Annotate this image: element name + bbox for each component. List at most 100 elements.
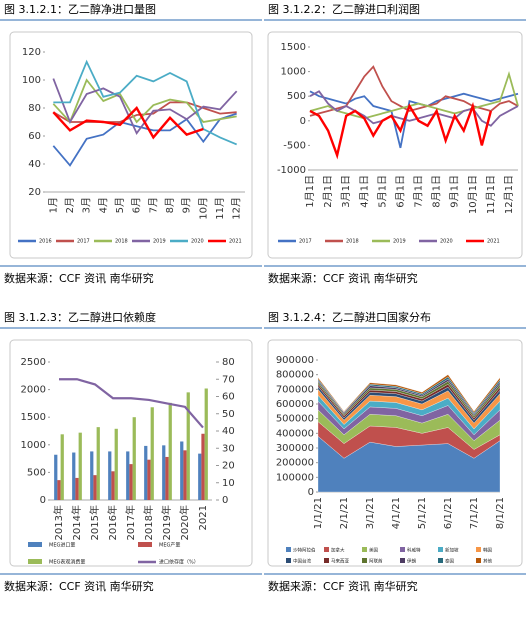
y-tick-label: 200000 — [276, 458, 314, 469]
legend-label: MEG表观消费量 — [49, 559, 85, 566]
x-tick-label: 2015年 — [88, 505, 101, 540]
bar — [75, 477, 79, 500]
y-tick-label: 2500 — [21, 357, 46, 368]
bar — [72, 452, 76, 500]
bar — [78, 432, 82, 500]
figure-caption: 图 3.1.2.3：乙二醇进口依赖度 — [4, 310, 156, 324]
series-line — [309, 90, 519, 127]
bar — [180, 441, 184, 500]
y2-tick-label: 40 — [222, 426, 235, 437]
legend-label: 阿联酋 — [369, 558, 383, 565]
legend-label: 伊朗 — [407, 558, 416, 565]
bar — [168, 402, 172, 500]
x-tick-label: 7/1/21 — [469, 497, 480, 529]
x-tick-label: 1月 — [47, 197, 59, 213]
x-tick-label: 10月1日 — [467, 175, 479, 214]
legend-swatch — [476, 547, 481, 552]
series-line — [53, 59, 238, 146]
bar — [114, 428, 118, 500]
bar — [54, 454, 58, 500]
series-line — [309, 71, 519, 120]
x-tick-label: 4月 — [97, 197, 109, 213]
x-tick-label: 2013年 — [52, 505, 65, 540]
legend-swatch — [362, 547, 367, 552]
x-tick-label: 2017年 — [124, 505, 137, 540]
x-tick-label: 2019年 — [160, 505, 173, 540]
bar — [204, 388, 208, 500]
legend-swatch — [286, 558, 291, 563]
bar — [147, 459, 151, 500]
legend-swatch — [362, 558, 367, 563]
y-tick-label: 1000 — [281, 67, 306, 78]
legend-swatch — [476, 558, 481, 563]
y2-tick-label: 60 — [222, 392, 235, 403]
y2-tick-label: 0 — [222, 495, 228, 506]
bar — [60, 434, 64, 500]
series-line — [52, 78, 237, 124]
y2-tick-label: 20 — [222, 461, 235, 472]
x-tick-label: 10月 — [197, 197, 209, 220]
area — [317, 374, 501, 414]
source-note: 数据来源：CCF 资讯 南华研究 — [268, 271, 418, 285]
legend-swatch — [324, 547, 329, 552]
bar — [108, 451, 112, 500]
y-tick-label: 0 — [40, 495, 46, 506]
x-tick-label: 2016年 — [106, 505, 119, 540]
x-tick-label: 2月 — [64, 197, 76, 213]
bar — [57, 480, 61, 500]
x-tick-label: 5月1日 — [376, 175, 388, 208]
x-tick-label: 11月 — [214, 197, 226, 220]
y-tick-label: 500 — [287, 91, 306, 102]
bar — [144, 445, 148, 500]
x-tick-label: 6月 — [131, 197, 143, 213]
legend-label: 中国台湾 — [293, 558, 311, 565]
chart-frame — [267, 31, 523, 259]
figure-caption: 图 3.1.2.1：乙二醇净进口量图 — [4, 2, 156, 16]
y-tick-label: 600000 — [276, 399, 314, 410]
legend-label: 韩国 — [483, 547, 492, 554]
legend-label: 2017 — [77, 239, 90, 245]
legend-swatch — [400, 547, 405, 552]
x-tick-label: 5/1/21 — [417, 497, 428, 529]
x-tick-label: 4月1日 — [358, 175, 370, 208]
bar — [183, 450, 187, 500]
x-tick-label: 1月1日 — [304, 175, 316, 208]
y-tick-label: -1000 — [277, 165, 306, 176]
legend-label: 马来西亚 — [331, 558, 349, 565]
y-tick-label: 700000 — [276, 384, 314, 395]
x-tick-label: 11月1日 — [485, 175, 497, 214]
legend-swatch — [324, 558, 329, 563]
bar — [93, 475, 97, 500]
x-tick-label: 9月 — [181, 197, 193, 213]
legend-label: 进口依存度（%） — [159, 559, 199, 566]
y-tick-label: 900000 — [276, 355, 314, 366]
x-tick-label: 5月 — [114, 197, 126, 213]
series-line — [309, 90, 519, 149]
x-tick-label: 2/1/21 — [339, 497, 350, 529]
y-tick-label: -500 — [283, 140, 306, 151]
bar — [129, 464, 133, 500]
y-tick-label: 80 — [28, 103, 41, 114]
source-note: 数据来源：CCF 资讯 南华研究 — [4, 271, 154, 285]
series-line — [309, 101, 493, 160]
bar — [198, 453, 202, 500]
source-note: 数据来源：CCF 资讯 南华研究 — [4, 579, 154, 593]
bar — [96, 427, 100, 500]
y-tick-label: 2000 — [21, 385, 46, 396]
bar — [165, 456, 169, 500]
y-tick-label: 0 — [308, 487, 314, 498]
legend-label: 2016 — [39, 239, 52, 245]
x-tick-label: 2020年 — [178, 505, 191, 540]
y-tick-label: 40 — [28, 159, 41, 170]
x-tick-label: 2018年 — [142, 505, 155, 540]
bar — [126, 451, 130, 500]
x-tick-label: 7月 — [147, 197, 159, 213]
legend-label: 其他 — [483, 558, 492, 565]
chart-frame — [9, 339, 253, 567]
y-tick-label: 1000 — [21, 440, 46, 451]
legend-label: 2018 — [115, 239, 128, 245]
x-tick-label: 8月1日 — [431, 175, 443, 208]
x-tick-label: 8月 — [164, 197, 176, 213]
series-line — [52, 112, 237, 167]
